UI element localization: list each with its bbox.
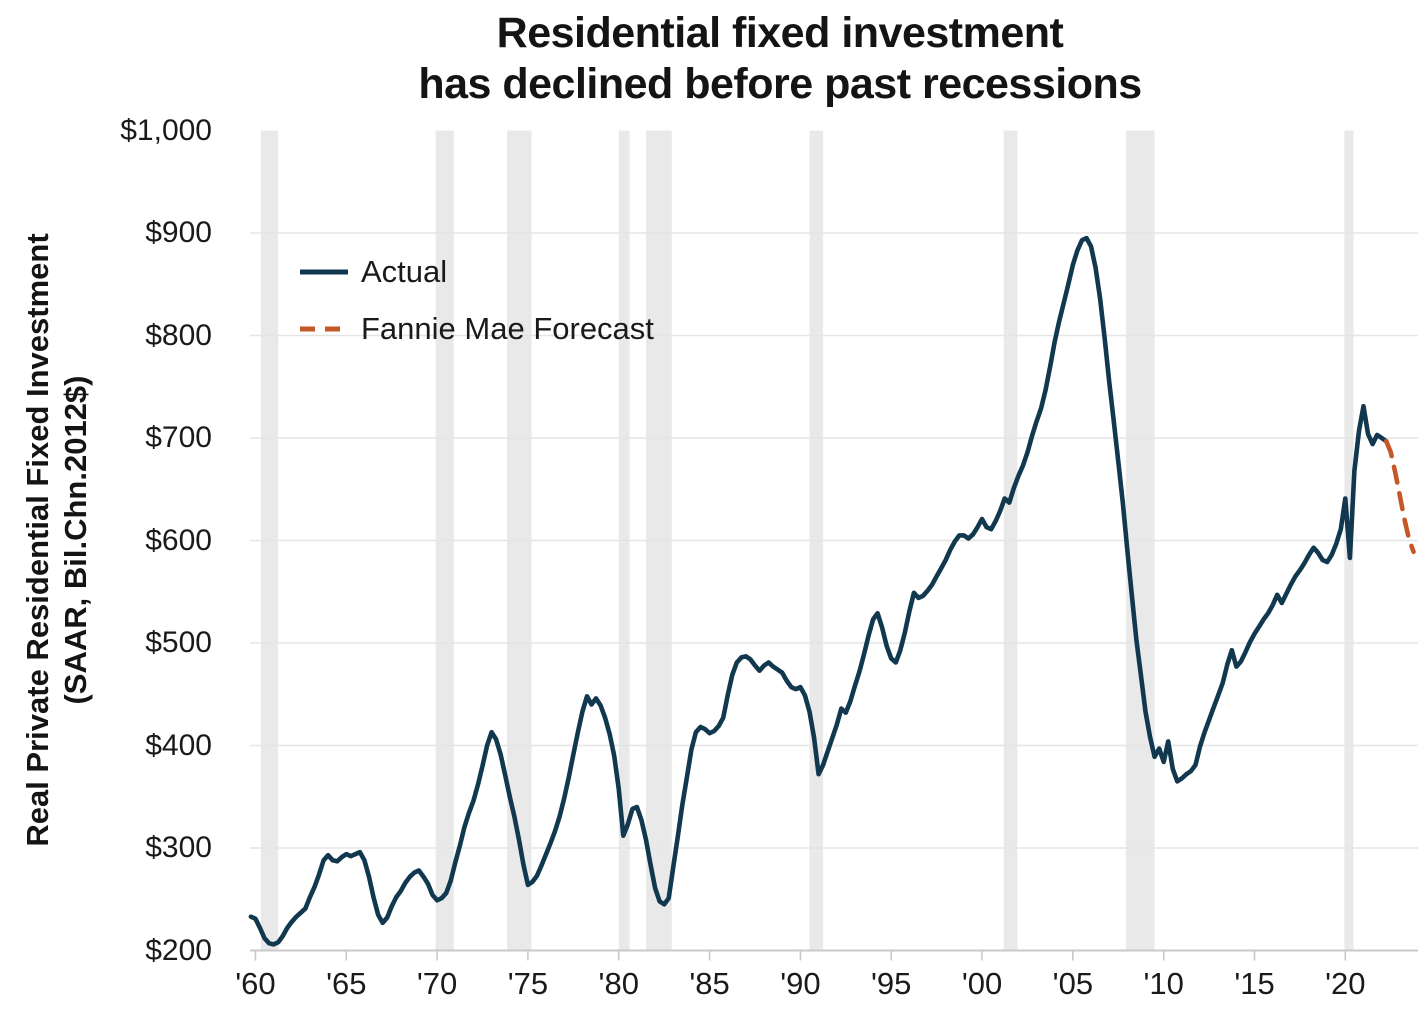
x-tick-label: '20 bbox=[1325, 966, 1366, 1001]
chart-title: Residential fixed investment has decline… bbox=[150, 8, 1410, 110]
x-tick-label: '95 bbox=[871, 966, 912, 1001]
legend-label-actual: Actual bbox=[361, 253, 448, 289]
chart-title-line-2: has declined before past recessions bbox=[418, 60, 1142, 108]
x-tick-label: '15 bbox=[1234, 966, 1275, 1001]
x-tick-label: '60 bbox=[235, 966, 276, 1001]
actual-line-swatch-icon bbox=[300, 269, 348, 274]
legend: Actual Fannie Mae Forecast bbox=[298, 243, 654, 357]
x-tick-label: '00 bbox=[961, 966, 1003, 1001]
x-tick-label: '70 bbox=[416, 966, 458, 1001]
x-tick-label: '65 bbox=[326, 966, 367, 1001]
y-tick-label: $500 bbox=[145, 626, 212, 659]
forecast-dashed-line-swatch-icon bbox=[300, 326, 348, 331]
x-tick-label: '90 bbox=[780, 966, 821, 1001]
x-tick-label: '10 bbox=[1143, 966, 1184, 1001]
y-tick-label: $300 bbox=[145, 831, 212, 864]
y-tick-label: $900 bbox=[145, 216, 212, 249]
legend-label-forecast: Fannie Mae Forecast bbox=[361, 310, 654, 346]
x-tick-label: '85 bbox=[689, 966, 730, 1001]
x-tick-label: '05 bbox=[1052, 966, 1094, 1001]
series-fannie-mae-forecast bbox=[1383, 438, 1416, 555]
x-tick-label: '75 bbox=[507, 966, 549, 1001]
y-tick-label: $1,000 bbox=[120, 113, 212, 147]
series-actual bbox=[248, 235, 1389, 947]
legend-item-actual: Actual bbox=[298, 243, 654, 300]
chart-title-line-1: Residential fixed investment bbox=[496, 9, 1064, 57]
x-tick-label: '80 bbox=[598, 966, 639, 1001]
y-tick-label: $800 bbox=[145, 318, 212, 352]
y-tick-label: $400 bbox=[145, 728, 212, 762]
y-tick-label: $700 bbox=[145, 421, 212, 454]
y-tick-label: $200 bbox=[145, 933, 212, 967]
y-tick-label: $600 bbox=[145, 523, 212, 557]
legend-item-forecast: Fannie Mae Forecast bbox=[298, 300, 654, 357]
